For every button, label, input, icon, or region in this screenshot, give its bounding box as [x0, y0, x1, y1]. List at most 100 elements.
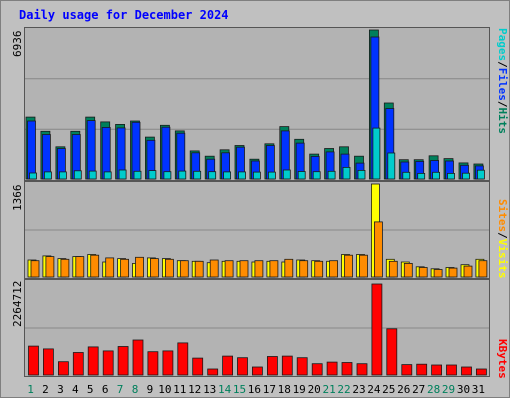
- kbytes-bar: [356, 363, 368, 376]
- kbytes-bar: [296, 357, 308, 376]
- day-label: 10: [158, 383, 172, 396]
- kbytes-bar: [42, 348, 54, 376]
- sites-bar: [105, 257, 115, 278]
- sites-bar: [209, 259, 219, 278]
- kbytes-bar: [446, 364, 457, 376]
- legend-entry: Visits: [496, 238, 509, 279]
- files-bar: [101, 127, 111, 180]
- visits-sites-svg: [25, 183, 489, 278]
- pages-bar: [193, 170, 202, 180]
- sites-bar: [135, 256, 144, 278]
- pages-bar: [252, 171, 261, 180]
- pages-bar: [133, 170, 142, 180]
- kbytes-bar: [281, 355, 293, 376]
- day-label: 6: [101, 383, 109, 396]
- sites-bar: [373, 221, 383, 278]
- pages-bar: [59, 171, 67, 180]
- day-label: 30: [456, 383, 471, 396]
- pages-bar: [267, 171, 276, 180]
- top-legend: Pages/Files/Hits: [496, 28, 509, 134]
- sites-bar: [329, 260, 339, 278]
- kbytes-bar: [222, 355, 234, 376]
- sites-bar: [463, 265, 473, 278]
- hits-files-pages-svg: [25, 29, 489, 180]
- day-label: 18: [277, 383, 291, 396]
- sites-bar: [418, 267, 428, 278]
- kbytes-plot: [24, 279, 490, 377]
- day-label: 2: [42, 383, 49, 396]
- day-label: 13: [203, 383, 217, 396]
- bottom-ymax-label: 2264712: [11, 280, 24, 327]
- day-label: 7: [116, 383, 124, 396]
- sites-bar: [403, 263, 413, 278]
- kbytes-bar: [72, 352, 84, 376]
- kbytes-bar: [266, 356, 278, 376]
- kbytes-bar: [28, 345, 39, 376]
- pages-bar: [297, 171, 306, 180]
- pages-bar: [342, 166, 351, 180]
- pages-bar: [447, 172, 455, 180]
- day-label: 14: [217, 383, 232, 396]
- pages-bar: [402, 171, 411, 180]
- day-label: 12: [188, 383, 202, 396]
- legend-entry: Hits: [496, 107, 509, 135]
- day-label: 26: [397, 383, 411, 396]
- pages-bar: [312, 171, 321, 180]
- day-label: 24: [367, 383, 381, 396]
- pages-bar: [118, 169, 127, 180]
- kbytes-bar: [251, 366, 263, 376]
- day-label: 29: [441, 383, 456, 396]
- kbytes-bar: [117, 346, 129, 376]
- day-label: 31: [471, 383, 486, 396]
- sites-bar: [150, 258, 159, 278]
- pages-bar: [163, 171, 172, 180]
- sites-bar: [388, 260, 398, 278]
- day-label: 11: [173, 383, 187, 396]
- pages-bar: [29, 172, 37, 180]
- kbytes-bar: [237, 357, 248, 376]
- legend-entry: KBytes: [496, 339, 509, 379]
- pages-bar: [387, 152, 396, 180]
- sites-bar: [448, 267, 458, 278]
- legend-separator: /: [496, 61, 509, 68]
- hits-files-pages-plot: [24, 27, 490, 181]
- kbytes-bar: [401, 364, 413, 376]
- kbytes-bar: [326, 361, 338, 376]
- kbytes-bar: [58, 361, 69, 376]
- day-label: 8: [131, 383, 139, 396]
- legend-separator: /: [496, 232, 509, 239]
- sites-bar: [45, 256, 55, 278]
- day-label: 17: [262, 383, 277, 396]
- pages-bar: [476, 169, 485, 180]
- day-label: 23: [352, 383, 366, 396]
- pages-bar: [178, 170, 187, 180]
- kbytes-bar: [192, 357, 204, 376]
- legend-entry: Pages: [496, 28, 509, 62]
- day-label: 15: [232, 383, 247, 396]
- day-label: 3: [57, 383, 64, 396]
- pages-bar: [208, 171, 217, 180]
- pages-bar: [73, 170, 82, 180]
- pages-bar: [372, 127, 381, 180]
- sites-bar: [269, 260, 279, 278]
- middle-legend: Sites/Visits: [496, 199, 509, 279]
- day-label: 9: [146, 383, 154, 396]
- sites-bar: [239, 260, 249, 278]
- kbytes-bar: [311, 363, 323, 376]
- sites-bar: [164, 258, 174, 278]
- day-label: 1: [27, 383, 34, 396]
- pages-bar: [43, 171, 52, 180]
- kbytes-bar: [162, 350, 174, 376]
- sites-bar: [194, 260, 204, 278]
- sites-bar: [90, 254, 100, 278]
- kbytes-svg: [25, 283, 489, 376]
- legend-entry: Files: [496, 67, 509, 101]
- pages-bar: [462, 172, 470, 180]
- sites-bar: [284, 258, 294, 278]
- day-label: 27: [412, 383, 426, 396]
- files-bar: [161, 126, 171, 180]
- kbytes-bar: [147, 351, 159, 376]
- sites-bar: [60, 258, 70, 278]
- pages-bar: [103, 171, 112, 180]
